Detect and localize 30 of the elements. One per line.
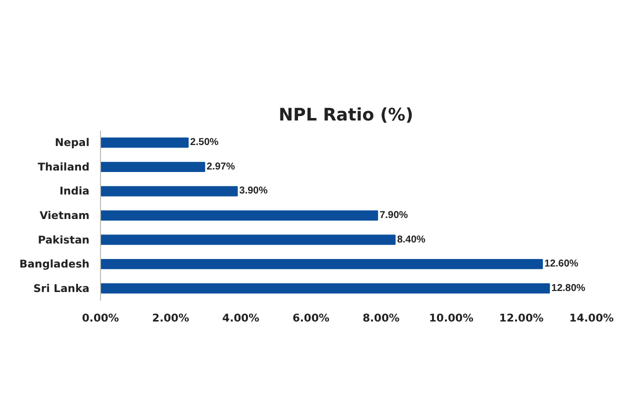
x-tick-label: 10.00% bbox=[429, 312, 474, 324]
x-tick-label: 0.00% bbox=[82, 312, 120, 324]
y-tick-label: Thailand bbox=[38, 160, 90, 174]
bar bbox=[100, 283, 550, 294]
chart-title: NPL Ratio (%) bbox=[278, 106, 414, 126]
data-label: 2.97% bbox=[206, 161, 236, 172]
y-tick-label: Sri Lanka bbox=[33, 282, 90, 295]
data-label: 2.50% bbox=[190, 137, 219, 148]
bar bbox=[100, 210, 378, 221]
x-tick-label: 2.00% bbox=[152, 312, 190, 324]
data-label: 8.40% bbox=[397, 234, 426, 246]
bar bbox=[100, 234, 396, 245]
bar bbox=[100, 162, 206, 172]
data-label: 12.80% bbox=[551, 282, 586, 294]
bar bbox=[100, 258, 543, 270]
data-label: 7.90% bbox=[380, 210, 408, 221]
bar bbox=[100, 186, 238, 196]
x-tick-label: 12.00% bbox=[499, 312, 544, 324]
x-tick-label: 6.00% bbox=[292, 312, 330, 324]
x-tick-label: 4.00% bbox=[222, 312, 260, 324]
y-tick-label: India bbox=[59, 184, 90, 198]
x-tick-label: 14.00% bbox=[569, 312, 614, 324]
x-tick-label: 8.00% bbox=[362, 312, 400, 324]
bar bbox=[100, 138, 189, 148]
data-label: 12.60% bbox=[544, 258, 578, 270]
data-label: 3.90% bbox=[239, 186, 268, 197]
y-tick-label: Nepal bbox=[54, 136, 90, 150]
y-tick-label: Vietnam bbox=[40, 209, 90, 222]
y-tick-label: Pakistan bbox=[38, 233, 90, 246]
y-tick-label: Bangladesh bbox=[19, 258, 90, 271]
